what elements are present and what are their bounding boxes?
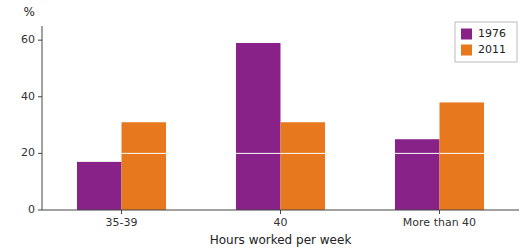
y-tick-label: 60: [21, 33, 35, 46]
y-tick: [38, 40, 42, 41]
legend-label: 1976: [478, 27, 506, 40]
y-axis-line: [42, 26, 43, 210]
legend: 1976 2011: [455, 22, 517, 62]
y-tick-label: 0: [28, 203, 35, 216]
bar-reference-line: [281, 153, 326, 154]
bar-reference-line: [236, 153, 281, 154]
legend-box: [455, 22, 517, 62]
bar-reference-line: [122, 153, 167, 154]
legend-label: 2011: [478, 43, 506, 56]
y-axis-label: %: [24, 5, 35, 19]
bar: [395, 139, 440, 210]
bar: [440, 102, 485, 210]
bar-reference-line: [395, 153, 440, 154]
chart-container: 0 20 40 60 35-39 40 More than 40 Hours worked p…: [0, 0, 529, 252]
y-tick: [38, 96, 42, 97]
bar: [77, 162, 122, 210]
legend-swatch: [461, 29, 472, 40]
chart: 0 20 40 60 35-39 40 More than 40 Hours worked p…: [0, 0, 529, 252]
x-tick: [280, 210, 281, 214]
x-axis-label: Hours worked per week: [210, 233, 352, 247]
y-tick-label: 20: [21, 146, 35, 159]
y-tick-label: 40: [21, 90, 35, 103]
x-tick-label: 35-39: [106, 216, 138, 229]
x-tick-label: 40: [274, 216, 288, 229]
x-tick-label: More than 40: [403, 216, 476, 229]
x-tick: [121, 210, 122, 214]
bar: [122, 122, 167, 210]
y-tick: [38, 210, 42, 211]
bar: [236, 43, 281, 210]
y-tick: [38, 153, 42, 154]
x-tick: [439, 210, 440, 214]
bar: [281, 122, 326, 210]
bars: [77, 43, 484, 210]
bar-reference-line: [440, 153, 485, 154]
legend-swatch: [461, 45, 472, 56]
